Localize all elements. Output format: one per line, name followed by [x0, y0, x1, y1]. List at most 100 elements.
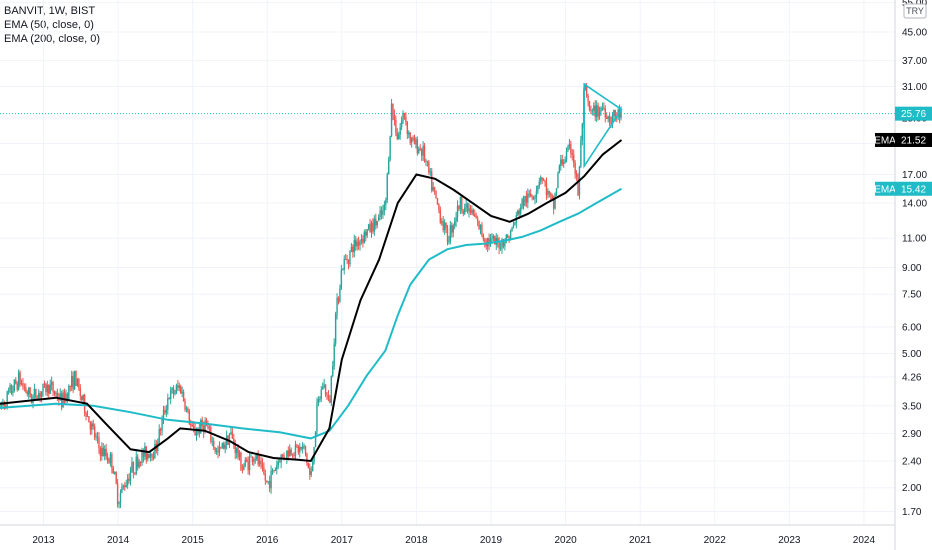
candle-down — [266, 480, 268, 482]
candle-up — [253, 459, 255, 463]
candle-up — [270, 470, 272, 489]
candle-up — [258, 460, 261, 465]
candle-up — [432, 187, 434, 191]
ema200-line[interactable] — [0, 187, 622, 440]
ema200-tag-label: 15.42 — [901, 184, 926, 195]
candle-up — [244, 459, 246, 467]
candle-down — [10, 385, 13, 394]
candle-up — [342, 269, 344, 271]
candle-up — [524, 195, 526, 206]
triangle-drawing[interactable] — [583, 82, 623, 169]
candle-down — [409, 132, 411, 143]
candle-down — [72, 375, 74, 390]
y-tick-label: 2.40 — [902, 457, 922, 468]
candle-down — [260, 460, 262, 464]
ema50-tag-label: 21.52 — [901, 135, 926, 146]
candle-up — [171, 388, 173, 391]
candle-down — [48, 384, 50, 394]
candle-down — [145, 446, 147, 460]
candle-down — [413, 137, 416, 145]
ema50-tag: EMA 21.52 — [874, 132, 932, 147]
candle-up — [65, 394, 67, 402]
candle-up — [464, 207, 466, 214]
candle-down — [439, 209, 442, 223]
legend-ema200[interactable]: EMA (200, close, 0) — [4, 33, 100, 45]
candle-up — [311, 461, 314, 472]
candle-down — [191, 424, 193, 427]
candle-up — [33, 388, 36, 396]
candle-down — [518, 210, 520, 215]
candle-down — [151, 453, 153, 457]
candle-down — [304, 445, 307, 454]
candle-down — [337, 297, 340, 302]
candle-down — [532, 197, 535, 200]
candle-down — [60, 393, 63, 407]
candle-down — [420, 149, 423, 156]
candle-down — [223, 443, 225, 449]
candle-up — [248, 457, 251, 471]
candle-up — [360, 238, 363, 241]
candle-down — [529, 193, 532, 197]
y-tick-label: 37.00 — [902, 56, 927, 67]
candle-down — [372, 222, 374, 232]
candle-up — [289, 449, 291, 457]
candle-up — [138, 461, 140, 468]
x-tick-label: 2022 — [704, 535, 727, 546]
candle-up — [6, 391, 8, 407]
candle-up — [316, 402, 318, 432]
candle-down — [264, 474, 267, 481]
candle-up — [468, 208, 470, 212]
triangle-shape[interactable] — [583, 82, 623, 169]
candle-down — [5, 405, 7, 407]
candle-down — [347, 259, 350, 265]
candle-down — [327, 395, 330, 399]
candle-up — [42, 383, 44, 392]
legend-symbol[interactable]: BANVIT, 1W, BIST — [4, 5, 96, 17]
ema50-path[interactable] — [0, 139, 623, 463]
candle-down — [132, 462, 135, 473]
candle-up — [95, 436, 97, 438]
candle-down — [428, 161, 430, 173]
candle-down — [525, 195, 528, 203]
ema200-path[interactable] — [0, 187, 622, 440]
candle-down — [577, 177, 579, 196]
candle-up — [149, 453, 152, 458]
candle-up — [465, 203, 467, 208]
candle-up — [538, 181, 540, 187]
candle-down — [575, 173, 578, 178]
candle-up — [200, 420, 202, 434]
candle-up — [317, 399, 320, 403]
candle-up — [330, 375, 333, 403]
candle-up — [598, 111, 601, 117]
x-tick-label: 2014 — [107, 535, 130, 546]
candle-up — [267, 481, 269, 482]
candle-down — [187, 408, 189, 412]
candle-up — [174, 392, 176, 395]
candle-up — [135, 456, 137, 474]
currency-badge[interactable]: TRY — [903, 3, 927, 19]
ema50-line[interactable] — [0, 139, 623, 463]
candle-down — [240, 452, 242, 470]
candle-up — [9, 385, 11, 392]
candle-down — [445, 222, 447, 229]
candle-up — [104, 448, 106, 457]
candle-up — [121, 486, 123, 493]
candle-up — [250, 456, 252, 458]
x-tick-label: 2016 — [256, 535, 279, 546]
candle-down — [442, 221, 444, 230]
candle-up — [161, 418, 163, 431]
candle-up — [114, 472, 116, 474]
candle-down — [257, 453, 259, 465]
legend-ema50[interactable]: EMA (50, close, 0) — [4, 19, 94, 31]
candle-down — [329, 398, 331, 403]
candle-up — [366, 229, 368, 236]
candle-down — [469, 208, 472, 213]
candle-down — [594, 105, 596, 117]
candle-up — [613, 109, 615, 117]
candle-up — [131, 462, 133, 472]
candle-up — [505, 235, 508, 243]
candle-up — [567, 146, 569, 151]
candle-down — [395, 119, 397, 134]
